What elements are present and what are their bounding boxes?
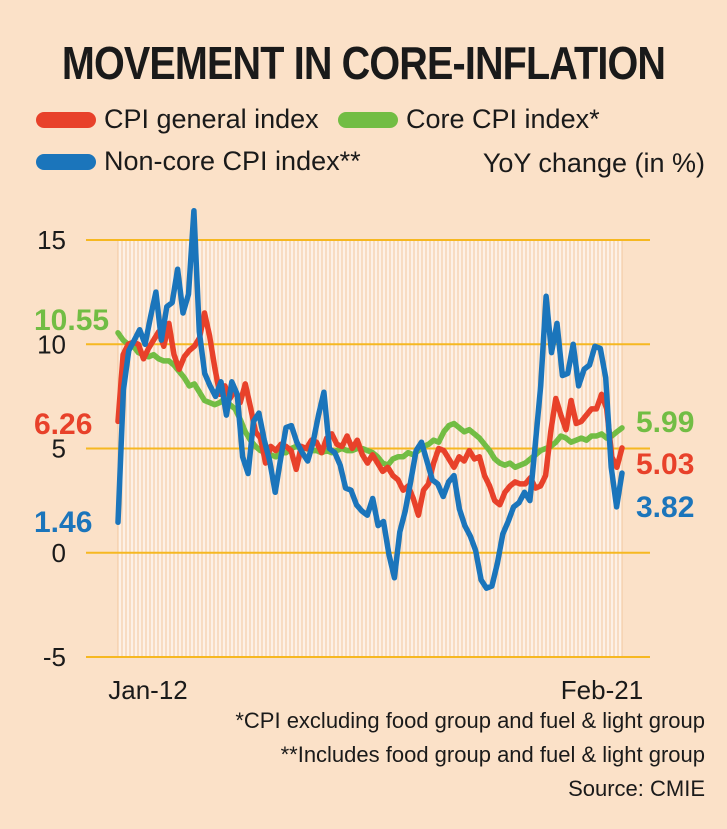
footnote-core: *CPI excluding food group and fuel & lig… bbox=[235, 708, 705, 733]
end-label-core: 5.99 bbox=[636, 406, 694, 439]
legend-item-general: CPI general index bbox=[36, 104, 319, 135]
y-tick-label: -5 bbox=[43, 642, 66, 672]
legend-swatch-core bbox=[338, 111, 398, 128]
x-tick-label: Jan-12 bbox=[108, 675, 188, 705]
legend-item-noncore: Non-core CPI index** bbox=[36, 146, 361, 177]
legend-label-general: CPI general index bbox=[104, 104, 319, 134]
y-tick-label: 5 bbox=[52, 434, 66, 464]
legend-label-core: Core CPI index* bbox=[406, 104, 600, 134]
unit-label: YoY change (in %) bbox=[482, 148, 705, 178]
end-label-noncore: 3.82 bbox=[636, 491, 694, 524]
source-note: Source: CMIE bbox=[568, 776, 705, 801]
series-line-noncore bbox=[115, 208, 625, 591]
start-label-general: 6.26 bbox=[34, 408, 92, 441]
x-tick-label: Feb-21 bbox=[561, 675, 643, 705]
series-line-general bbox=[115, 310, 625, 518]
footnote-noncore: **Includes food group and fuel & light g… bbox=[280, 742, 705, 767]
chart-title: MOVEMENT IN CORE-INFLATION bbox=[61, 37, 666, 89]
legend-item-core: Core CPI index* bbox=[338, 104, 600, 135]
y-tick-label: 10 bbox=[37, 329, 66, 359]
end-label-general: 5.03 bbox=[636, 448, 694, 481]
series-line-core bbox=[115, 330, 625, 471]
start-label-noncore: 1.46 bbox=[34, 506, 92, 539]
start-label-core: 10.55 bbox=[34, 304, 109, 337]
legend-swatch-general bbox=[36, 111, 96, 128]
legend-swatch-noncore bbox=[36, 153, 96, 170]
legend-label-noncore: Non-core CPI index** bbox=[104, 146, 361, 176]
y-tick-label: 15 bbox=[37, 225, 66, 255]
y-tick-label: 0 bbox=[52, 538, 66, 568]
